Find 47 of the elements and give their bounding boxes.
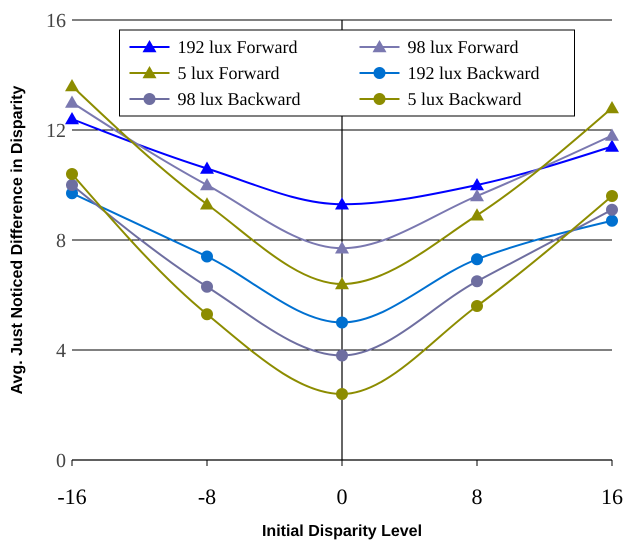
legend-label: 192 lux Backward xyxy=(408,63,540,83)
point xyxy=(336,316,348,328)
point xyxy=(201,250,213,262)
legend-label: 98 lux Forward xyxy=(408,37,518,57)
point xyxy=(66,168,78,180)
point xyxy=(335,241,349,254)
point xyxy=(201,308,213,320)
x-tick-label: 16 xyxy=(601,484,623,509)
y-tick-label: 12 xyxy=(46,120,66,142)
point xyxy=(336,388,348,400)
point xyxy=(471,253,483,266)
legend-label: 98 lux Backward xyxy=(178,89,300,109)
point xyxy=(336,350,348,362)
y-tick-label: 8 xyxy=(56,230,66,252)
x-tick-label: 8 xyxy=(472,484,482,509)
point xyxy=(200,197,214,210)
point xyxy=(606,214,618,227)
x-tick-label: -16 xyxy=(57,484,87,509)
point xyxy=(65,112,79,124)
point xyxy=(605,101,619,114)
x-tick-label: -8 xyxy=(198,484,216,509)
point xyxy=(470,189,484,202)
y-tick-label: 0 xyxy=(56,450,66,472)
point xyxy=(471,275,483,288)
y-tick-label: 16 xyxy=(46,10,66,32)
point xyxy=(65,96,79,108)
x-tick-label: 0 xyxy=(336,484,348,509)
point xyxy=(470,208,484,220)
point xyxy=(605,140,619,152)
point xyxy=(65,79,79,92)
point xyxy=(605,128,619,141)
point xyxy=(470,178,484,190)
point xyxy=(200,178,214,190)
point xyxy=(606,204,618,216)
point xyxy=(201,280,213,293)
point xyxy=(66,179,78,191)
point xyxy=(335,277,349,290)
legend-label: 192 lux Forward xyxy=(178,37,298,57)
y-axis-title: Avg. Just Noticed Difference in Disparity xyxy=(9,85,26,394)
point xyxy=(606,190,618,202)
point xyxy=(335,197,349,210)
y-tick-label: 4 xyxy=(56,340,66,362)
point xyxy=(200,162,214,174)
point xyxy=(471,300,483,312)
legend-label: 5 lux Forward xyxy=(178,63,280,83)
x-axis-title: Initial Disparity Level xyxy=(262,523,422,540)
legend-label: 5 lux Backward xyxy=(408,89,522,109)
